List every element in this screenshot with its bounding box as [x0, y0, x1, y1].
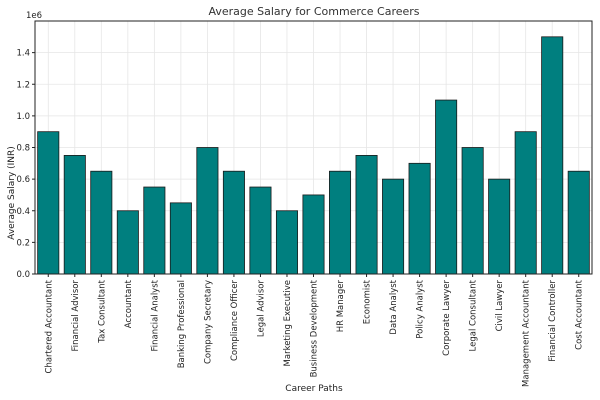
- plot-frame: [34, 20, 593, 275]
- x-tick-label: Business Development: [310, 279, 320, 377]
- x-tick-label: Company Secretary: [203, 280, 213, 364]
- x-tick-label: HR Manager: [336, 280, 346, 333]
- bar: [302, 194, 325, 275]
- x-tick-label: Financial Analyst: [150, 279, 160, 351]
- bars: [37, 36, 590, 275]
- bar: [143, 186, 166, 275]
- x-tick-label: Corporate Lawyer: [442, 280, 452, 356]
- x-tick-label: Data Analyst: [389, 279, 399, 334]
- bar: [382, 178, 405, 275]
- y-tick-label: 0.2: [16, 238, 30, 248]
- bar: [435, 99, 458, 275]
- bar: [169, 202, 192, 275]
- x-tick-label: Legal Advisor: [256, 279, 266, 337]
- x-tick-label: Economist: [363, 279, 373, 324]
- y-tick-label: 1.4: [16, 49, 30, 59]
- x-tick-label: Cost Accountant: [575, 279, 585, 350]
- bar: [461, 147, 484, 275]
- bar: [488, 178, 511, 275]
- y-tick-label: 1.0: [16, 112, 30, 122]
- bar: [275, 210, 298, 275]
- y-axis-offset-label: 1e6: [26, 11, 42, 21]
- x-axis-label: Career Paths: [285, 384, 343, 394]
- x-tick-label: Banking Professional: [177, 280, 187, 368]
- chart-title: Average Salary for Commerce Careers: [208, 5, 419, 18]
- bar: [37, 131, 60, 275]
- x-tick-labels: Chartered Accountant Financial Advisor Tax…: [44, 279, 584, 387]
- y-axis-label: Average Salary (INR): [7, 146, 17, 240]
- x-tick-label: Policy Analyst: [416, 279, 426, 338]
- bar: [567, 170, 590, 275]
- bar: [90, 170, 113, 275]
- bar: [514, 131, 537, 275]
- x-tick-label: Marketing Executive: [283, 280, 293, 366]
- bar: [116, 210, 139, 275]
- y-tick-label: 0.0: [16, 270, 30, 280]
- bar: [408, 162, 431, 275]
- axes: [32, 20, 593, 277]
- bar: [249, 186, 272, 275]
- x-tick-label: Management Accountant: [522, 279, 532, 387]
- y-tick-label: 1.2: [16, 80, 30, 90]
- x-tick-label: Chartered Accountant: [44, 279, 54, 373]
- bar: [355, 155, 378, 275]
- x-tick-label: Financial Advisor: [71, 279, 81, 351]
- y-tick-label: 0.8: [16, 144, 30, 154]
- x-tick-label: Tax Consultant: [97, 279, 107, 343]
- x-tick-label: Legal Consultant: [469, 279, 479, 351]
- x-tick-label: Accountant: [124, 279, 134, 328]
- x-tick-label: Civil Lawyer: [495, 279, 505, 331]
- y-tick-label: 0.4: [16, 207, 30, 217]
- y-tick-label: 0.6: [16, 175, 30, 185]
- bar: [196, 147, 219, 275]
- bar: [541, 36, 564, 275]
- bar: [329, 170, 352, 275]
- x-tick-label: Compliance Officer: [230, 280, 240, 362]
- bar: [222, 170, 245, 275]
- x-tick-label: Financial Controller: [548, 279, 558, 361]
- bar: [63, 155, 86, 275]
- y-tick-labels: 0.0 0.2 0.4 0.6 0.8 1.0 1.2 1.4: [16, 49, 30, 280]
